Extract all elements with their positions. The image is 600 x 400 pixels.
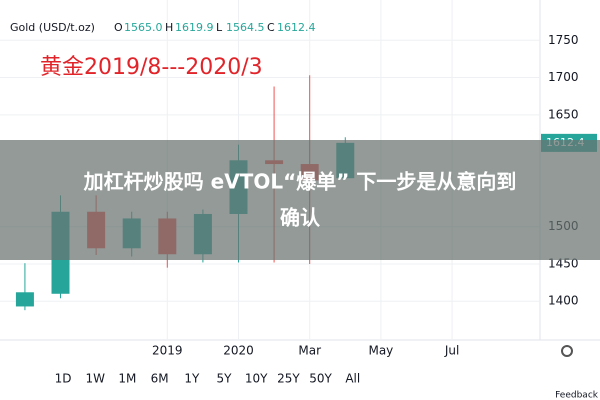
banner: 加杠杆炒股吗 eVTOL“爆单” 下一步是从意向到 确认 — [0, 140, 600, 260]
legend-value: 1619.9 — [175, 21, 214, 34]
time-range-button[interactable]: 50Y — [309, 372, 332, 386]
time-range-button[interactable]: 25Y — [277, 372, 300, 386]
time-range-button[interactable]: 1W — [85, 372, 105, 386]
time-range-button[interactable]: 5Y — [217, 372, 233, 386]
legend-value: 1565.0 — [124, 21, 163, 34]
ohlc-legend: Gold (USD/t.oz) O 1565.0 H 1619.9 L 1564.5 C 16… — [10, 21, 316, 34]
time-range-button[interactable]: 6M — [151, 372, 169, 386]
banner-line: 加杠杆炒股吗 eVTOL“爆单” 下一步是从意向到 — [83, 170, 517, 194]
legend-value: 1564.5 — [226, 21, 265, 34]
legend-key: L — [216, 21, 223, 34]
time-range-button[interactable]: All — [345, 372, 360, 386]
gear[interactable] — [561, 345, 573, 357]
chart-title: Gold (USD/t.oz) — [10, 21, 95, 34]
y-tick-label: 1400 — [548, 294, 579, 308]
time-range-button[interactable]: 1M — [118, 372, 136, 386]
time-range-button[interactable]: 1D — [55, 372, 72, 386]
y-tick-label: 1700 — [548, 70, 579, 84]
settings-icon[interactable] — [561, 345, 573, 357]
y-tick-label: 1650 — [548, 107, 579, 121]
banner-line: 确认 — [280, 206, 321, 230]
legend-key: C — [267, 21, 275, 34]
annotation: 黄金2019/8---2020/3 — [40, 55, 263, 80]
x-tick-label: Jul — [444, 344, 459, 358]
legend-key: H — [165, 21, 173, 34]
x-tick-label: 2020 — [223, 344, 254, 358]
x-tick-label: Mar — [298, 344, 321, 358]
time-range-button[interactable]: 1Y — [184, 372, 200, 386]
candle-body — [15, 292, 34, 307]
legend-value: 1612.4 — [277, 21, 316, 34]
feedback-link[interactable]: Feedback — [555, 391, 599, 400]
legend-key: O — [114, 21, 123, 34]
x-tick-label: 2019 — [152, 344, 183, 358]
y-tick-label: 1750 — [548, 33, 579, 47]
x-tick-label: May — [368, 344, 393, 358]
banner-background — [0, 140, 600, 260]
time-range-button[interactable]: 10Y — [245, 372, 268, 386]
